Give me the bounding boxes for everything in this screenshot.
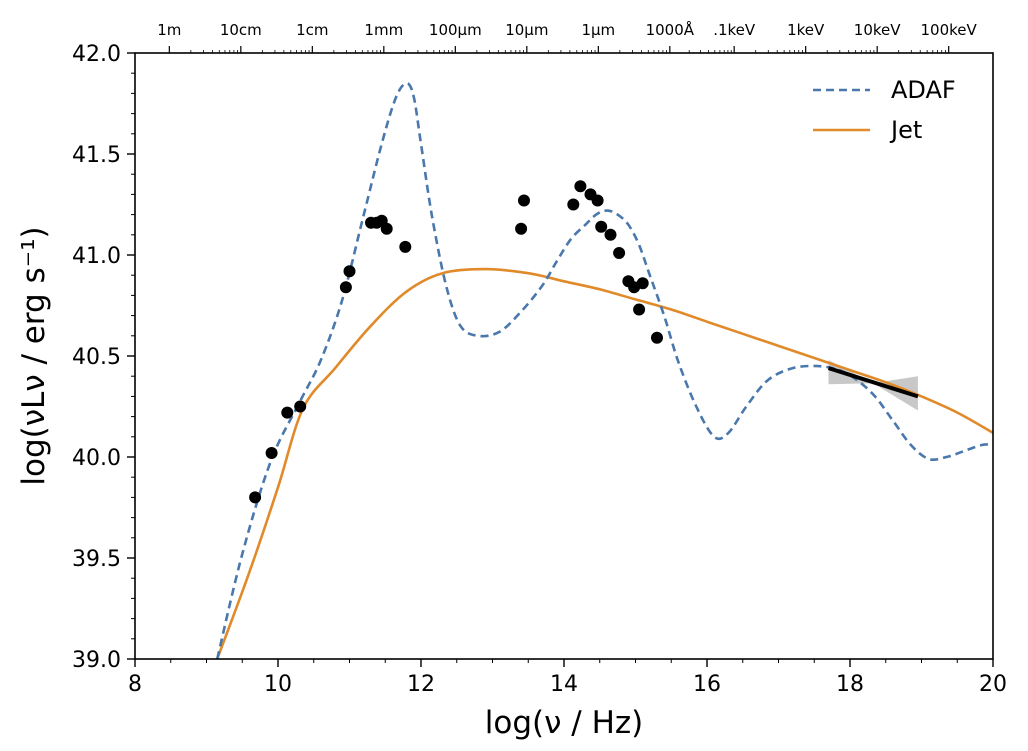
x-tick-label: 8 (128, 672, 142, 697)
plot-area (135, 53, 993, 659)
y-tick-label: 41.0 (72, 244, 121, 269)
data-point (515, 222, 528, 235)
legend: ADAF Jet (813, 76, 956, 144)
data-point (636, 277, 649, 290)
top-tick-label: 100μm (429, 21, 482, 39)
plot-layer (215, 81, 993, 659)
data-point (604, 228, 617, 241)
x-tick-label: 12 (407, 672, 435, 697)
xray-uncertainty-band (828, 360, 918, 411)
top-tick-label: 1000Å (646, 20, 695, 39)
top-tick-label: 100keV (921, 21, 978, 39)
y-tick-label: 39.0 (72, 648, 121, 673)
xray-powerlaw-line (827, 366, 919, 399)
y-tick-label: 39.5 (72, 547, 121, 572)
x-tick-label: 18 (836, 672, 864, 697)
data-point (294, 400, 307, 413)
data-point (574, 180, 587, 193)
y-tick-label: 40.0 (72, 446, 121, 471)
top-tick-label: .1keV (713, 21, 756, 39)
legend-jet-label: Jet (889, 116, 922, 144)
observed-points (249, 180, 663, 504)
data-point (281, 406, 294, 419)
data-point (380, 222, 393, 235)
top-tick-label: 1cm (296, 21, 328, 39)
data-point (567, 198, 580, 211)
x-tick-label: 10 (264, 672, 292, 697)
top-tick-label: 1m (157, 21, 181, 39)
top-tick-label: 10μm (505, 21, 548, 39)
top-tick-label: 10cm (220, 21, 262, 39)
data-point (339, 281, 352, 294)
data-point (613, 247, 626, 259)
y-axis-label: log(νLν / erg s⁻¹) (16, 226, 52, 485)
y-tick-label: 40.5 (72, 345, 121, 370)
y-tick-label: 41.5 (72, 143, 121, 168)
x-axis-label: log(ν / Hz) (485, 705, 644, 741)
tick-labels: 8 10 12 14 16 18 20 39.0 39.5 40.0 40.5 41.0 41.5 42.… (72, 20, 1007, 697)
data-point (343, 265, 356, 278)
y-tick-label: 42.0 (72, 42, 121, 67)
plot-frame (134, 52, 994, 660)
top-tick-label: 1μm (581, 21, 615, 39)
data-point (399, 240, 412, 253)
x-tick-label: 16 (693, 672, 721, 697)
data-point (518, 194, 530, 207)
adaf-series-line (215, 81, 993, 659)
top-tick-label: 10keV (854, 21, 901, 39)
data-point (265, 447, 278, 459)
data-point (591, 194, 604, 207)
x-tick-label: 20 (979, 672, 1007, 697)
data-point (651, 331, 663, 344)
data-point (633, 303, 646, 316)
x-tick-label: 14 (550, 672, 578, 697)
legend-adaf-label: ADAF (891, 76, 956, 104)
top-tick-label: 1mm (364, 21, 403, 39)
data-point (249, 491, 262, 504)
top-tick-label: 1keV (787, 21, 825, 39)
data-point (595, 220, 608, 233)
